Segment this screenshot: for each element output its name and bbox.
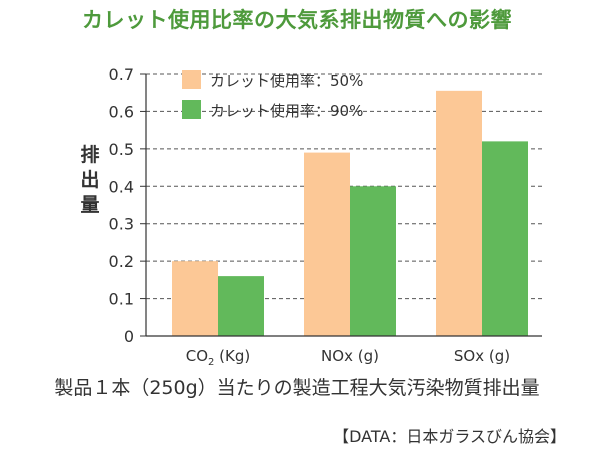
y-tick-label: 0.1 xyxy=(109,290,134,309)
bar xyxy=(482,141,528,336)
bar xyxy=(172,261,218,336)
legend-label: カレット使用率：90% xyxy=(210,102,363,120)
y-axis-label-char-2: 出 xyxy=(80,169,100,191)
tick-labels: 0 0.1 0.2 0.3 0.4 0.5 0.6 0.7 CO2 (Kg) NOx (g) SOx… xyxy=(109,65,511,368)
legend-label: カレット使用率：50% xyxy=(210,72,363,90)
y-tick-label: 0.7 xyxy=(109,65,134,84)
bars xyxy=(172,90,528,336)
y-tick-label: 0.2 xyxy=(109,252,134,271)
bar xyxy=(436,90,482,336)
axes xyxy=(140,73,542,337)
bar xyxy=(350,186,396,336)
y-tick-label: 0 xyxy=(124,327,134,346)
y-tick-label: 0.5 xyxy=(109,140,134,159)
x-tick-label: CO2 (Kg) xyxy=(186,347,251,368)
bar xyxy=(304,152,350,336)
y-axis-label: 排 出 量 xyxy=(78,143,102,218)
legend-swatch xyxy=(182,70,201,89)
y-axis-label-char-1: 排 xyxy=(80,144,100,166)
legend: カレット使用率：50% カレット使用率：90% xyxy=(182,70,363,120)
legend-swatch xyxy=(182,100,201,119)
data-source: 【DATA：日本ガラスびん協会】 xyxy=(333,427,566,446)
y-tick-label: 0.3 xyxy=(109,215,134,234)
y-tick-label: 0.6 xyxy=(109,102,134,121)
y-axis-label-char-3: 量 xyxy=(80,194,100,216)
x-tick-label: SOx (g) xyxy=(454,347,510,365)
x-tick-label: NOx (g) xyxy=(321,347,379,365)
chart-caption: 製品１本（250g）当たりの製造工程大気汚染物質排出量 xyxy=(54,377,540,399)
bar xyxy=(218,276,264,336)
chart-title: カレット使用比率の大気系排出物質への影響 xyxy=(82,8,512,32)
y-tick-label: 0.4 xyxy=(109,177,134,196)
